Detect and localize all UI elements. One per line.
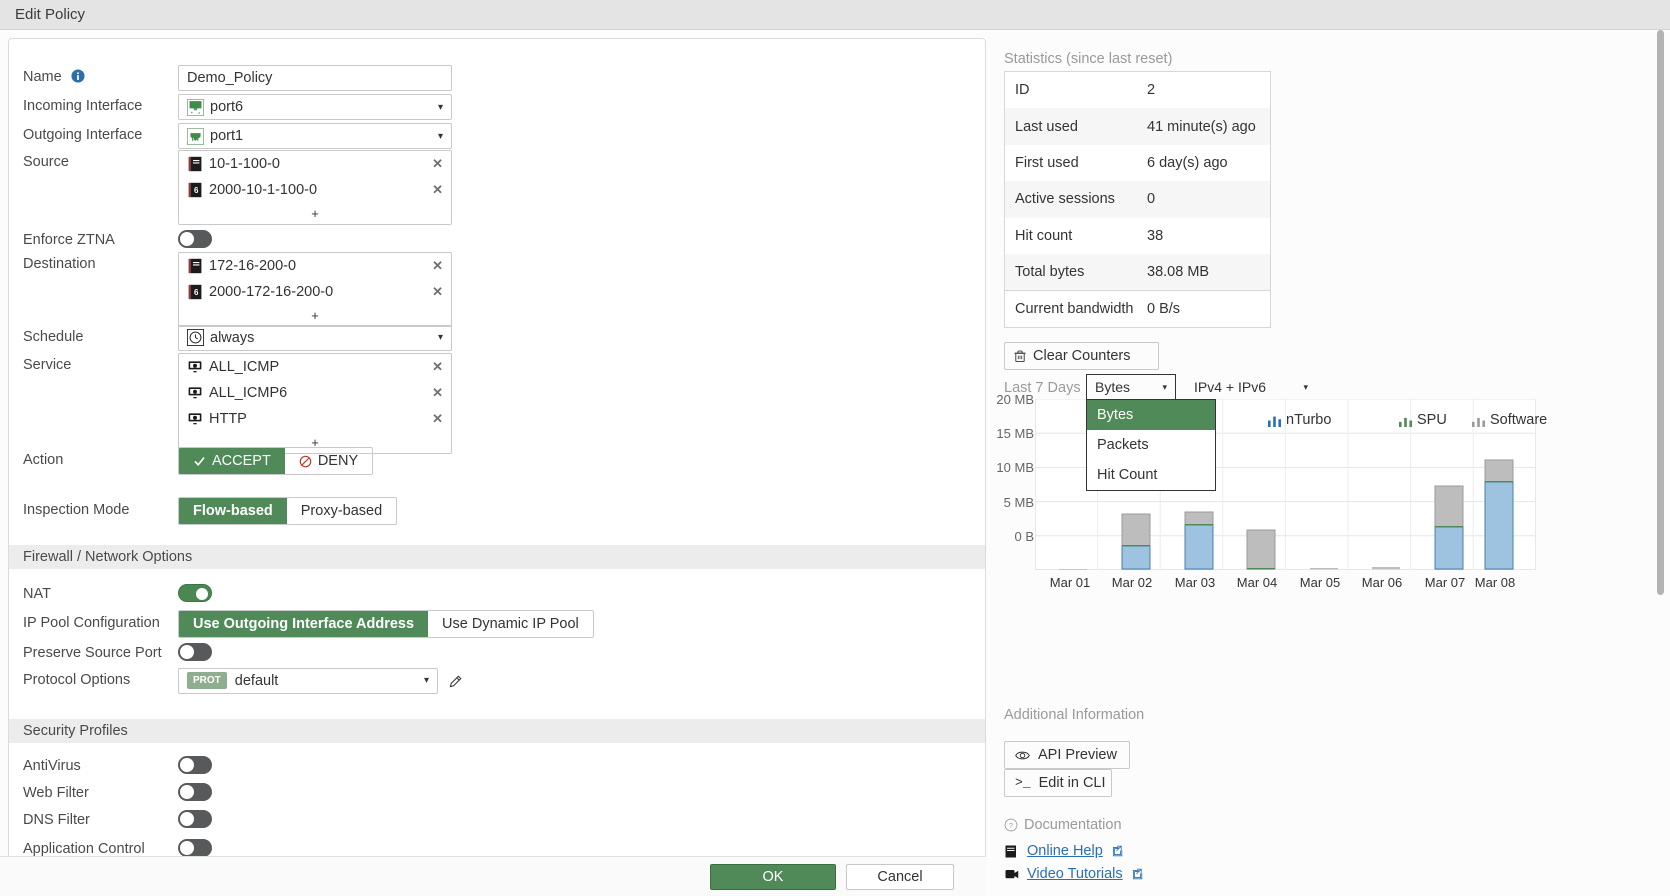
svg-text:6: 6: [194, 186, 199, 195]
svg-text:?: ?: [1009, 823, 1013, 830]
svg-text:6: 6: [194, 288, 199, 297]
